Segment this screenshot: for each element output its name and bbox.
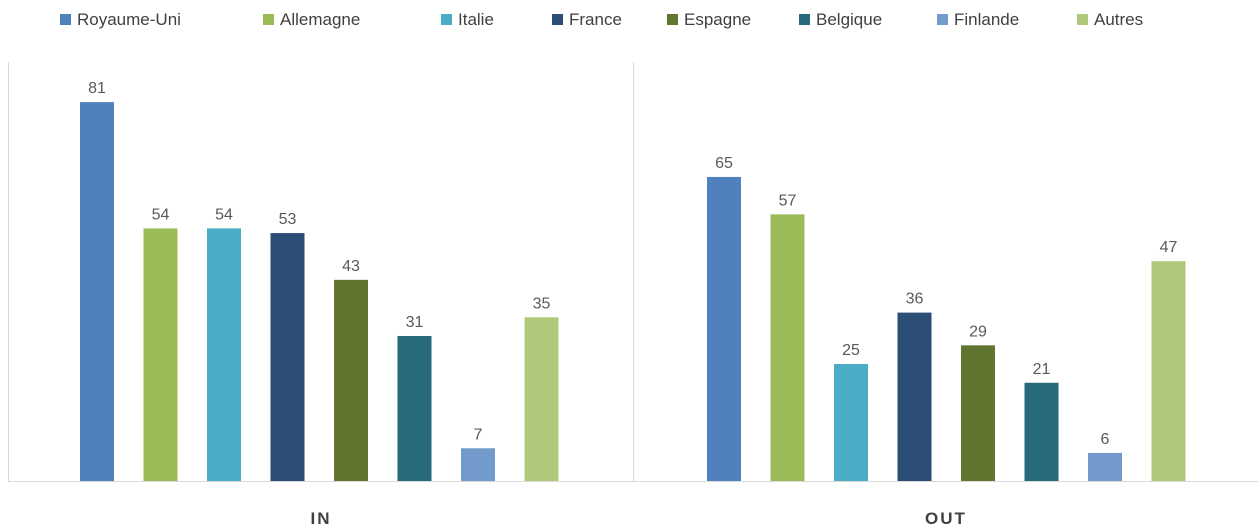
legend-item-autres: Autres	[1077, 10, 1143, 29]
legend-label: Allemagne	[280, 10, 360, 29]
data-label-in-italie: 54	[215, 206, 233, 223]
data-label-in-espagne: 43	[342, 258, 360, 275]
legend-label: Royaume-Uni	[77, 10, 181, 29]
bar-in-belgique	[397, 335, 432, 481]
bar-in-finlande	[461, 448, 495, 481]
bar-out-belgique	[1024, 382, 1059, 481]
legend-swatch	[60, 14, 71, 25]
legend-item-italie: Italie	[441, 10, 494, 29]
bar-out-royaume-uni	[707, 176, 741, 481]
legend-label: Espagne	[684, 10, 751, 29]
data-label-out-belgique: 21	[1033, 361, 1051, 378]
data-label-in-allemagne: 54	[152, 206, 170, 223]
bar-in-france	[270, 233, 305, 481]
legend-swatch	[1077, 14, 1088, 25]
legend-swatch	[937, 14, 948, 25]
chart-axes	[8, 62, 1258, 482]
category-label-in: IN	[311, 509, 332, 528]
data-label-in-royaume-uni: 81	[88, 80, 106, 97]
data-label-out-autres: 47	[1160, 239, 1178, 256]
legend-item-finlande: Finlande	[937, 10, 1019, 29]
bar-out-finlande	[1088, 452, 1122, 481]
data-label-out-france: 36	[906, 291, 924, 308]
data-label-out-royaume-uni: 65	[715, 155, 733, 172]
legend-item-espagne: Espagne	[667, 10, 751, 29]
data-label-in-finlande: 7	[474, 426, 483, 443]
bar-out-france	[897, 312, 932, 481]
data-label-in-france: 53	[279, 211, 297, 228]
data-label-out-allemagne: 57	[779, 192, 797, 209]
legend-swatch	[263, 14, 274, 25]
legend-item-france: France	[552, 10, 622, 29]
legend-item-allemagne: Allemagne	[263, 10, 360, 29]
legend-label: France	[569, 10, 622, 29]
data-label-out-finlande: 6	[1101, 431, 1110, 448]
legend-swatch	[667, 14, 678, 25]
bar-out-italie	[834, 364, 868, 481]
legend-swatch	[441, 14, 452, 25]
data-label-out-italie: 25	[842, 342, 860, 359]
bar-out-espagne	[961, 345, 995, 481]
bar-in-allemagne	[143, 228, 178, 481]
legend-label: Autres	[1094, 10, 1143, 29]
legend-item-belgique: Belgique	[799, 10, 882, 29]
bar-out-autres	[1151, 261, 1186, 481]
legend-swatch	[799, 14, 810, 25]
legend-swatch	[552, 14, 563, 25]
data-label-in-autres: 35	[533, 295, 551, 312]
bar-out-allemagne	[770, 214, 805, 481]
data-label-in-belgique: 31	[406, 314, 424, 331]
chart-category-labels: IN OUT	[311, 509, 967, 528]
legend-item-royaume-uni: Royaume-Uni	[60, 10, 181, 29]
chart-legend: Royaume-Uni Allemagne Italie France Espagne B…	[60, 10, 1143, 29]
bar-in-espagne	[334, 279, 368, 481]
chart-data-labels: 81 54 54 53 43 31 7 35 65 57 25 36 29 21 6 47	[88, 80, 1177, 448]
chart-bars	[80, 102, 1186, 481]
legend-label: Finlande	[954, 10, 1019, 29]
legend-label: Italie	[458, 10, 494, 29]
category-label-out: OUT	[925, 509, 967, 528]
bar-in-royaume-uni	[80, 102, 114, 481]
bar-in-italie	[207, 228, 241, 481]
bar-in-autres	[524, 317, 559, 481]
legend-label: Belgique	[816, 10, 882, 29]
data-label-out-espagne: 29	[969, 323, 987, 340]
